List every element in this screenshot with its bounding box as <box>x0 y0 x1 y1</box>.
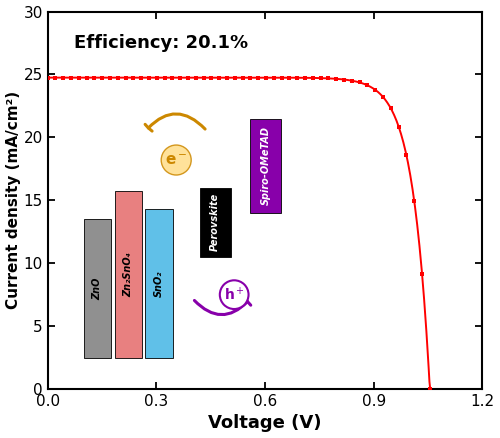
Y-axis label: Current density (mA/cm²): Current density (mA/cm²) <box>6 91 20 309</box>
Text: Spiro-OMeTAD: Spiro-OMeTAD <box>261 126 271 205</box>
Bar <box>146 209 172 357</box>
Text: Perovskite: Perovskite <box>210 193 220 251</box>
Text: e$^-$: e$^-$ <box>165 152 188 167</box>
Text: ZnO: ZnO <box>92 277 102 300</box>
Bar <box>114 191 142 357</box>
Text: Zn₂SnO₄: Zn₂SnO₄ <box>123 252 133 297</box>
Text: h$^+$: h$^+$ <box>224 286 244 303</box>
X-axis label: Voltage (V): Voltage (V) <box>208 414 322 432</box>
Bar <box>250 119 282 213</box>
Text: SnO₂: SnO₂ <box>154 270 164 297</box>
Bar <box>200 188 230 257</box>
Text: Efficiency: 20.1%: Efficiency: 20.1% <box>74 34 248 52</box>
Bar <box>84 219 111 357</box>
